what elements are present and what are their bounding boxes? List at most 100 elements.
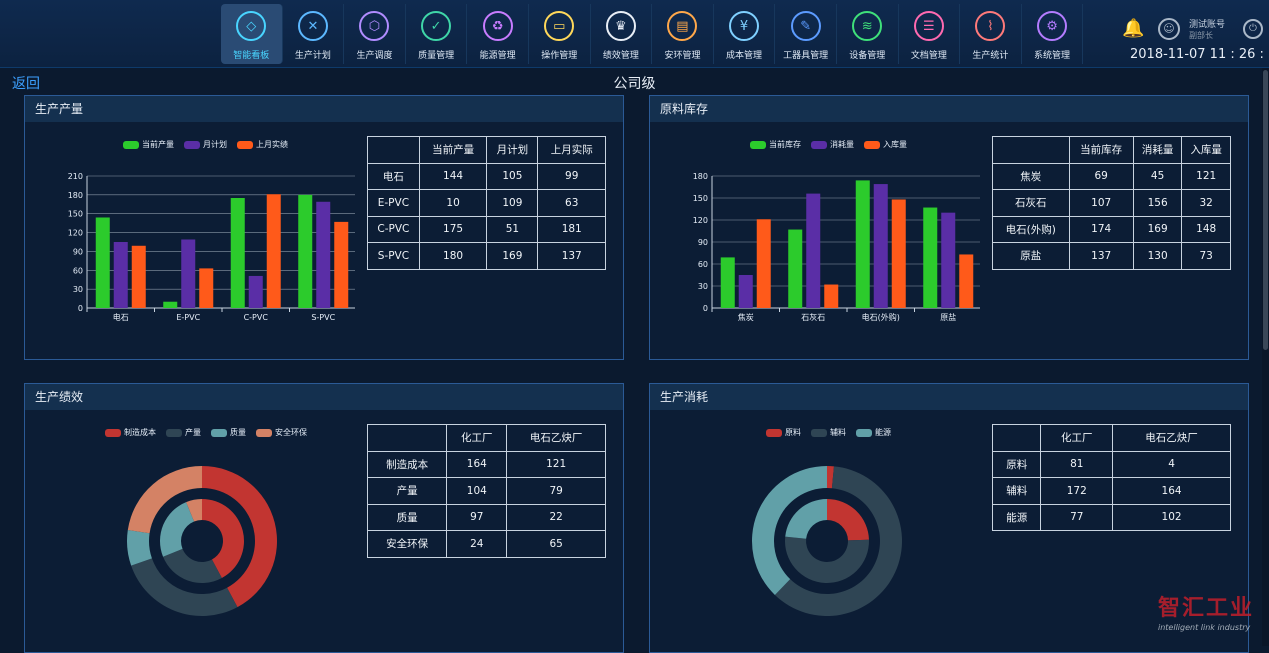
table-header-cell	[992, 136, 1070, 164]
monitor-icon: ▭	[544, 11, 575, 41]
donut-slice[interactable]	[752, 466, 827, 595]
bar[interactable]	[181, 239, 196, 308]
bar[interactable]	[95, 217, 110, 308]
nav-item-label: 能源管理	[479, 51, 516, 61]
document-icon: ☰	[913, 11, 944, 41]
nav-item-11[interactable]: ☰ 文档管理	[899, 4, 961, 64]
nav-item-6[interactable]: ♛ 绩效管理	[591, 4, 653, 64]
table-cell: 156	[1132, 189, 1183, 217]
legend-item[interactable]: 安全环保	[256, 427, 307, 438]
donut-slice[interactable]	[160, 502, 195, 557]
donut-slice[interactable]	[785, 536, 869, 583]
nav-item-12[interactable]: ⌇ 生产统计	[960, 4, 1022, 64]
bar[interactable]	[941, 212, 956, 308]
table-cell: 144	[418, 162, 488, 190]
x-tick-label: 石灰石	[801, 312, 825, 322]
bar[interactable]	[230, 198, 245, 308]
scrollbar[interactable]	[1262, 68, 1269, 646]
legend-label: 上月实绩	[256, 140, 288, 149]
bar[interactable]	[824, 284, 839, 308]
bar[interactable]	[199, 268, 214, 308]
donut-slice[interactable]	[186, 499, 202, 522]
y-tick-label: 150	[68, 210, 83, 219]
back-link[interactable]: 返回	[12, 76, 40, 92]
nav-item-4[interactable]: ♻ 能源管理	[467, 4, 529, 64]
scrollbar-thumb[interactable]	[1263, 70, 1268, 350]
nav-item-9[interactable]: ✎ 工器具管理	[775, 4, 837, 64]
line-chart-icon: ⌇	[975, 11, 1006, 41]
donut-chart-performance	[127, 466, 277, 616]
donut-slice[interactable]	[827, 466, 834, 489]
user-avatar-icon[interactable]: ☺	[1158, 18, 1180, 40]
donut-slice[interactable]	[127, 529, 152, 566]
panel-title: 原料库存	[650, 96, 1248, 122]
legend-item[interactable]: 入库量	[864, 139, 907, 150]
legend-item[interactable]: 上月实绩	[237, 139, 288, 150]
bar[interactable]	[113, 242, 128, 308]
bar[interactable]	[316, 201, 331, 308]
legend-item[interactable]: 当前产量	[123, 139, 174, 150]
nav-item-10[interactable]: ≋ 设备管理	[837, 4, 899, 64]
donut-slice[interactable]	[127, 466, 202, 534]
nav-item-7[interactable]: ▤ 安环管理	[652, 4, 714, 64]
nav-item-label: 系统管理	[1034, 51, 1071, 61]
legend-item[interactable]: 制造成本	[105, 427, 156, 438]
bar[interactable]	[334, 221, 349, 308]
panel-raw-material-stock: 原料库存 当前库存 消耗量 入库量 0 30 60 90 120 150 180 焦炭 石灰石 电石(…	[649, 95, 1249, 360]
table-row: S-PVC 180 169 137	[367, 242, 606, 270]
bar[interactable]	[891, 199, 906, 308]
donut-slice[interactable]	[202, 499, 244, 579]
legend-item[interactable]: 辅料	[811, 427, 846, 438]
legend-item[interactable]: 消耗量	[811, 139, 854, 150]
legend-item[interactable]: 能源	[856, 427, 891, 438]
bar[interactable]	[788, 229, 803, 308]
nav-item-label: 绩效管理	[602, 51, 639, 61]
legend-item[interactable]: 当前库存	[750, 139, 801, 150]
donut-slice[interactable]	[163, 548, 222, 583]
legend-item[interactable]: 原料	[766, 427, 801, 438]
donut-slice[interactable]	[774, 466, 902, 616]
legend-item[interactable]: 质量	[211, 427, 246, 438]
y-tick-label: 90	[698, 238, 708, 247]
bar[interactable]	[738, 275, 753, 308]
bar[interactable]	[855, 180, 870, 308]
table-cell: E-PVC	[367, 189, 420, 217]
bar[interactable]	[248, 275, 263, 308]
bar[interactable]	[298, 194, 313, 308]
donut-slice[interactable]	[131, 558, 238, 616]
nav-item-3[interactable]: ✓ 质量管理	[406, 4, 468, 64]
y-tick-label: 30	[73, 285, 83, 294]
nav-item-1[interactable]: ✕ 生产计划	[283, 4, 345, 64]
table-cell: 121	[506, 450, 606, 478]
donut-slice[interactable]	[202, 466, 277, 608]
table-cell: 焦炭	[992, 162, 1070, 190]
bar[interactable]	[163, 301, 178, 308]
table-row: 原盐 137 130 73	[992, 242, 1231, 270]
table-header-row: 化工厂 电石乙炔厂	[366, 424, 606, 452]
nav-item-13[interactable]: ⚙ 系统管理	[1022, 4, 1084, 64]
bar[interactable]	[756, 219, 771, 308]
power-icon[interactable]: ⏻	[1243, 19, 1263, 39]
donut-slice[interactable]	[827, 499, 869, 541]
donut-slice[interactable]	[785, 499, 827, 539]
table-cell: 175	[418, 215, 488, 243]
table-cell: 63	[537, 189, 606, 217]
table-row: 产量 104 79	[366, 477, 606, 505]
nav-item-5[interactable]: ▭ 操作管理	[529, 4, 591, 64]
bar[interactable]	[720, 257, 735, 308]
bell-icon[interactable]: 🔔	[1122, 18, 1145, 39]
y-tick-label: 30	[698, 282, 708, 291]
bar[interactable]	[131, 245, 146, 308]
bar[interactable]	[266, 194, 281, 308]
bar[interactable]	[959, 254, 974, 308]
table-cell: 32	[1181, 189, 1231, 217]
bar[interactable]	[873, 184, 888, 308]
legend-item[interactable]: 月计划	[184, 139, 227, 150]
nav-item-0[interactable]: ◇ 智能看板	[221, 4, 283, 64]
nav-item-2[interactable]: ⬡ 生产调度	[344, 4, 406, 64]
bar[interactable]	[806, 193, 821, 308]
bar[interactable]	[923, 207, 938, 308]
nav-item-8[interactable]: ¥ 成本管理	[714, 4, 776, 64]
legend-item[interactable]: 产量	[166, 427, 201, 438]
table-cell: 107	[1068, 189, 1134, 217]
